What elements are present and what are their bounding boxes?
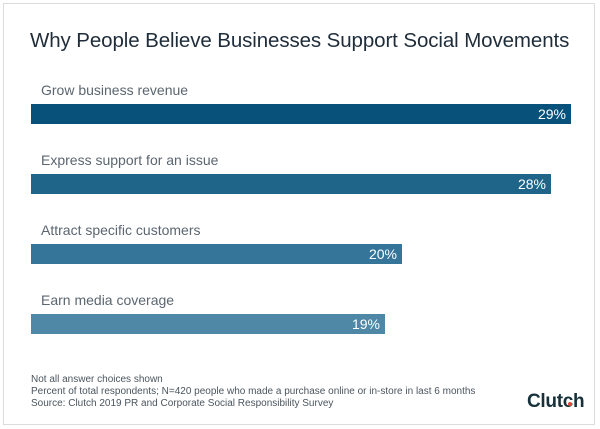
bar-label-earn-media: Earn media coverage	[41, 292, 175, 308]
bar-label-attract-customers: Attract specific customers	[41, 222, 201, 238]
bar-express-support: 28%	[31, 174, 551, 194]
footnote-choices: Not all answer choices shown	[31, 374, 163, 385]
bar-grow-revenue: 29%	[31, 104, 571, 124]
chart-card	[3, 3, 595, 425]
chart-title: Why People Believe Businesses Support So…	[30, 29, 570, 52]
bar-label-grow-revenue: Grow business revenue	[41, 82, 189, 98]
bar-label-express-support: Express support for an issue	[41, 152, 219, 168]
bar-attract-customers: 20%	[31, 244, 402, 264]
bar-value: 20%	[368, 246, 397, 262]
clutch-logo: Clutch	[527, 391, 585, 412]
clutch-logo-dot-icon	[568, 402, 572, 406]
footnote-source: Source: Clutch 2019 PR and Corporate Soc…	[31, 398, 334, 409]
bar-value: 29%	[537, 106, 566, 122]
footnote-respondents: Percent of total respondents; N=420 peop…	[31, 386, 476, 397]
bar-value: 28%	[517, 176, 546, 192]
bar-earn-media: 19%	[31, 314, 385, 334]
bar-value: 19%	[351, 316, 380, 332]
